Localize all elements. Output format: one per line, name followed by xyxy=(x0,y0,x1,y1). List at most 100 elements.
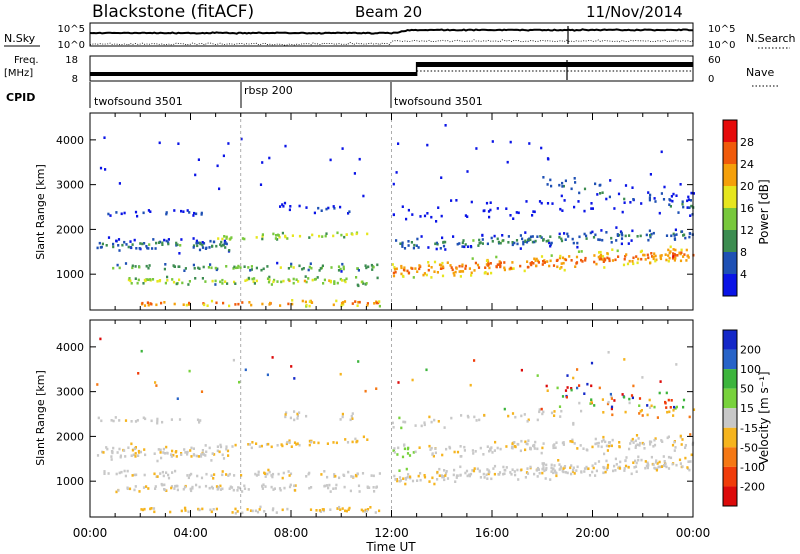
power-cell xyxy=(442,244,446,248)
velocity-cell xyxy=(346,441,350,444)
power-cell xyxy=(648,196,651,199)
velocity-cell xyxy=(524,476,527,479)
power-cell xyxy=(318,269,321,272)
velocity-cell xyxy=(396,453,399,456)
velocity-cell xyxy=(407,446,410,450)
velocity-cell xyxy=(143,507,146,511)
power-cell xyxy=(416,270,419,273)
power-cell xyxy=(470,200,473,204)
power-cell xyxy=(310,266,313,270)
velocity-cell xyxy=(650,455,653,459)
power-cell xyxy=(252,280,255,283)
velocity-cell xyxy=(293,418,296,422)
velocity-cell xyxy=(668,410,671,414)
power-cell xyxy=(195,241,198,245)
power-cell xyxy=(311,233,314,237)
velocity-cell xyxy=(582,447,585,450)
velocity-cell xyxy=(585,448,588,451)
power-cell xyxy=(474,261,477,265)
velocity-cell xyxy=(156,475,159,478)
power-cell xyxy=(617,255,620,258)
power-cell xyxy=(345,233,348,236)
power-cell xyxy=(339,205,342,209)
velocity-cell xyxy=(536,418,539,422)
power-cell xyxy=(472,239,475,242)
velocity-cell xyxy=(681,438,684,441)
power-cell xyxy=(659,254,662,258)
power-cell xyxy=(175,282,178,286)
power-cell xyxy=(574,181,577,184)
power-cell xyxy=(564,238,567,241)
velocity-cell xyxy=(543,469,546,473)
velocity-cell xyxy=(476,467,479,471)
velocity-cell xyxy=(638,444,641,447)
velocity-cell xyxy=(459,465,462,469)
power-cell xyxy=(219,243,222,246)
velocity-cell xyxy=(591,445,594,449)
velocity-cell xyxy=(630,439,633,443)
velocity-cell xyxy=(192,453,195,456)
velocity-cell xyxy=(263,510,266,513)
velocity-cell xyxy=(349,418,352,422)
velocity-cell xyxy=(689,460,692,463)
velocity-cell xyxy=(219,488,222,491)
velocity-cell xyxy=(283,486,286,490)
power-cell xyxy=(644,258,647,261)
velocity-cell xyxy=(600,440,604,443)
power-cell xyxy=(304,275,307,278)
velocity-cell xyxy=(634,446,637,449)
power-cell xyxy=(178,278,181,282)
velocity-cell xyxy=(613,464,616,468)
colorbar-segment xyxy=(723,447,737,467)
power-cell xyxy=(561,256,565,260)
power-cell xyxy=(461,270,465,273)
velocity-cell xyxy=(187,510,190,514)
velocity-cell xyxy=(191,485,194,489)
velocity-cell xyxy=(680,443,683,446)
velocity-cell xyxy=(163,488,166,491)
power-cell xyxy=(451,268,454,272)
velocity-cell xyxy=(238,486,242,490)
velocity-cell xyxy=(555,441,558,444)
velocity-cell xyxy=(397,446,400,450)
power-cell xyxy=(185,303,188,307)
velocity-cell xyxy=(493,472,496,476)
velocity-cell xyxy=(498,471,502,474)
power-cell xyxy=(496,207,499,210)
velocity-cell xyxy=(563,465,567,468)
power-cell xyxy=(233,280,236,284)
velocity-cell xyxy=(681,465,684,468)
power-cell xyxy=(533,210,536,214)
velocity-cell xyxy=(682,405,685,409)
power-cell xyxy=(319,267,322,270)
velocity-cell xyxy=(144,453,147,457)
power-cell xyxy=(670,234,673,238)
power-cell xyxy=(367,265,370,269)
velocity-cell xyxy=(335,441,338,445)
power-cell xyxy=(221,237,224,241)
power-cell xyxy=(459,275,462,278)
power-cell xyxy=(395,267,398,271)
power-cell xyxy=(308,236,311,239)
power-cell xyxy=(621,233,624,237)
power-cell xyxy=(202,265,205,269)
power-cell xyxy=(620,237,624,240)
power-cell xyxy=(261,235,264,238)
power-cell xyxy=(392,271,395,275)
velocity-cell xyxy=(571,438,574,442)
velocity-cell xyxy=(633,466,636,469)
power-cell xyxy=(478,242,481,245)
velocity-cell xyxy=(124,419,128,422)
velocity-cell xyxy=(153,452,156,455)
power-cell xyxy=(543,261,546,264)
velocity-cell xyxy=(310,440,313,444)
velocity-cell xyxy=(399,479,402,482)
velocity-cell xyxy=(631,437,634,441)
velocity-cell xyxy=(678,458,682,462)
power-cell xyxy=(297,280,300,283)
power-cell xyxy=(689,232,692,235)
velocity-cell xyxy=(165,445,168,449)
power-cell xyxy=(541,263,544,266)
velocity-cell xyxy=(423,421,426,424)
power-cell xyxy=(671,199,674,203)
